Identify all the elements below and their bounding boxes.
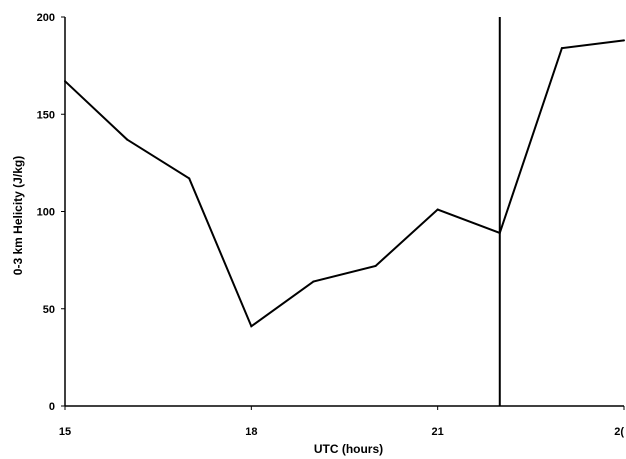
data-point	[623, 39, 625, 42]
x-axis-label: UTC (hours)	[314, 442, 383, 456]
data-point	[312, 280, 315, 283]
data-point	[436, 208, 439, 211]
data-point	[498, 231, 501, 234]
data-point	[64, 80, 66, 83]
y-tick-label: 100	[37, 207, 55, 219]
data-point	[560, 47, 563, 50]
axes	[64, 17, 624, 407]
y-tick-label: 150	[37, 109, 55, 121]
data-point	[126, 138, 129, 141]
y-tick-label: 0	[49, 401, 55, 413]
y-axis-label: 0-3 km Helicity (J/kg)	[11, 156, 25, 275]
ticks: 0 50 100 150 200 15 18 21 2(	[37, 12, 625, 438]
series-layer	[64, 39, 625, 328]
x-tick-label: 15	[59, 426, 71, 438]
helicity-series-line	[64, 39, 625, 328]
x-tick-label: 2(	[614, 426, 624, 438]
y-tick-label: 200	[37, 12, 55, 24]
x-tick-label: 18	[245, 426, 257, 438]
x-tick-label: 21	[432, 426, 444, 438]
data-point	[250, 325, 253, 328]
y-tick-label: 50	[43, 304, 55, 316]
data-point	[374, 264, 377, 267]
data-point	[188, 177, 191, 180]
